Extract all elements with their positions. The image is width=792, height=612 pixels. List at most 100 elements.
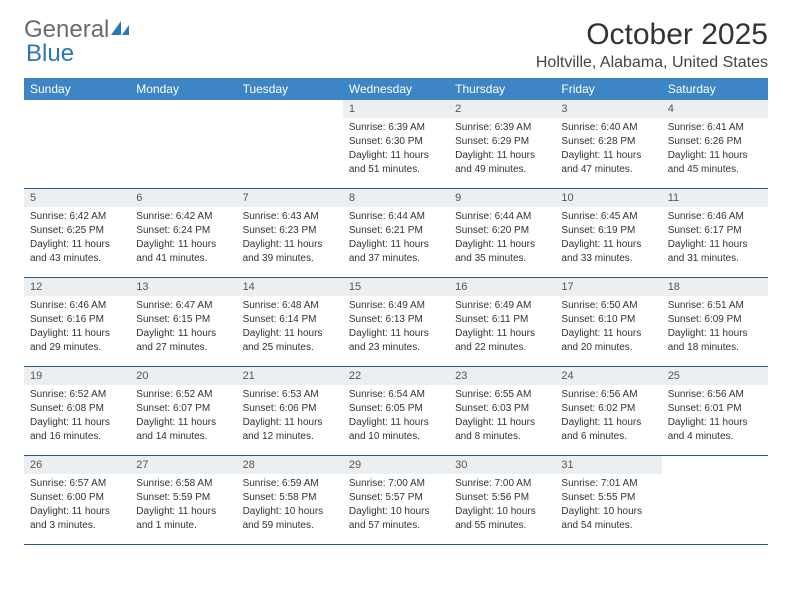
sunrise-text: Sunrise: 6:58 AM xyxy=(136,477,230,490)
day-body: Sunrise: 6:44 AMSunset: 6:20 PMDaylight:… xyxy=(449,207,555,272)
day-cell: 15Sunrise: 6:49 AMSunset: 6:13 PMDayligh… xyxy=(343,278,449,366)
daylight-text-2: and 14 minutes. xyxy=(136,430,230,443)
title-block: October 2025 Holtville, Alabama, United … xyxy=(536,18,768,72)
daylight-text-1: Daylight: 11 hours xyxy=(455,327,549,340)
day-cell: 18Sunrise: 6:51 AMSunset: 6:09 PMDayligh… xyxy=(662,278,768,366)
daylight-text-2: and 45 minutes. xyxy=(668,163,762,176)
sunrise-text: Sunrise: 6:54 AM xyxy=(349,388,443,401)
day-cell xyxy=(130,100,236,188)
sunrise-text: Sunrise: 6:43 AM xyxy=(243,210,337,223)
sunset-text: Sunset: 6:14 PM xyxy=(243,313,337,326)
day-body: Sunrise: 6:39 AMSunset: 6:29 PMDaylight:… xyxy=(449,118,555,183)
sunset-text: Sunset: 5:56 PM xyxy=(455,491,549,504)
daylight-text-1: Daylight: 11 hours xyxy=(136,327,230,340)
daylight-text-1: Daylight: 11 hours xyxy=(668,416,762,429)
daylight-text-1: Daylight: 10 hours xyxy=(243,505,337,518)
daylight-text-2: and 49 minutes. xyxy=(455,163,549,176)
sunset-text: Sunset: 6:00 PM xyxy=(30,491,124,504)
day-cell: 13Sunrise: 6:47 AMSunset: 6:15 PMDayligh… xyxy=(130,278,236,366)
sunrise-text: Sunrise: 6:49 AM xyxy=(455,299,549,312)
day-number: 7 xyxy=(237,189,343,207)
day-body: Sunrise: 6:51 AMSunset: 6:09 PMDaylight:… xyxy=(662,296,768,361)
sunrise-text: Sunrise: 6:42 AM xyxy=(30,210,124,223)
weekday-row: Sunday Monday Tuesday Wednesday Thursday… xyxy=(24,78,768,100)
sunrise-text: Sunrise: 6:44 AM xyxy=(455,210,549,223)
day-cell: 10Sunrise: 6:45 AMSunset: 6:19 PMDayligh… xyxy=(555,189,661,277)
daylight-text-2: and 59 minutes. xyxy=(243,519,337,532)
daylight-text-1: Daylight: 11 hours xyxy=(243,327,337,340)
weekday-header: Monday xyxy=(130,78,236,100)
sunrise-text: Sunrise: 6:53 AM xyxy=(243,388,337,401)
daylight-text-2: and 27 minutes. xyxy=(136,341,230,354)
daylight-text-2: and 57 minutes. xyxy=(349,519,443,532)
day-body: Sunrise: 6:59 AMSunset: 5:58 PMDaylight:… xyxy=(237,474,343,539)
day-body: Sunrise: 6:45 AMSunset: 6:19 PMDaylight:… xyxy=(555,207,661,272)
sunrise-text: Sunrise: 6:46 AM xyxy=(30,299,124,312)
daylight-text-1: Daylight: 11 hours xyxy=(668,238,762,251)
day-cell: 24Sunrise: 6:56 AMSunset: 6:02 PMDayligh… xyxy=(555,367,661,455)
logo-line: General xyxy=(24,18,133,42)
daylight-text-1: Daylight: 11 hours xyxy=(561,238,655,251)
sunset-text: Sunset: 6:17 PM xyxy=(668,224,762,237)
week-row: 1Sunrise: 6:39 AMSunset: 6:30 PMDaylight… xyxy=(24,100,768,189)
sunset-text: Sunset: 6:19 PM xyxy=(561,224,655,237)
week-row: 26Sunrise: 6:57 AMSunset: 6:00 PMDayligh… xyxy=(24,456,768,545)
sunrise-text: Sunrise: 7:00 AM xyxy=(455,477,549,490)
sunset-text: Sunset: 5:59 PM xyxy=(136,491,230,504)
daylight-text-1: Daylight: 11 hours xyxy=(455,238,549,251)
sunrise-text: Sunrise: 6:55 AM xyxy=(455,388,549,401)
day-body: Sunrise: 6:42 AMSunset: 6:24 PMDaylight:… xyxy=(130,207,236,272)
weeks-container: 1Sunrise: 6:39 AMSunset: 6:30 PMDaylight… xyxy=(24,100,768,545)
sunset-text: Sunset: 6:29 PM xyxy=(455,135,549,148)
sunrise-text: Sunrise: 6:50 AM xyxy=(561,299,655,312)
daylight-text-2: and 3 minutes. xyxy=(30,519,124,532)
daylight-text-1: Daylight: 11 hours xyxy=(561,416,655,429)
day-number: 27 xyxy=(130,456,236,474)
daylight-text-2: and 12 minutes. xyxy=(243,430,337,443)
day-body: Sunrise: 7:01 AMSunset: 5:55 PMDaylight:… xyxy=(555,474,661,539)
sunset-text: Sunset: 5:55 PM xyxy=(561,491,655,504)
sunrise-text: Sunrise: 6:52 AM xyxy=(136,388,230,401)
day-number: 16 xyxy=(449,278,555,296)
day-number: 30 xyxy=(449,456,555,474)
week-row: 5Sunrise: 6:42 AMSunset: 6:25 PMDaylight… xyxy=(24,189,768,278)
day-cell: 30Sunrise: 7:00 AMSunset: 5:56 PMDayligh… xyxy=(449,456,555,544)
sunset-text: Sunset: 6:10 PM xyxy=(561,313,655,326)
week-row: 12Sunrise: 6:46 AMSunset: 6:16 PMDayligh… xyxy=(24,278,768,367)
sunset-text: Sunset: 6:08 PM xyxy=(30,402,124,415)
daylight-text-2: and 41 minutes. xyxy=(136,252,230,265)
day-cell: 6Sunrise: 6:42 AMSunset: 6:24 PMDaylight… xyxy=(130,189,236,277)
sunrise-text: Sunrise: 6:39 AM xyxy=(455,121,549,134)
day-number: 18 xyxy=(662,278,768,296)
daylight-text-2: and 8 minutes. xyxy=(455,430,549,443)
daylight-text-1: Daylight: 10 hours xyxy=(561,505,655,518)
sunset-text: Sunset: 6:15 PM xyxy=(136,313,230,326)
day-cell: 12Sunrise: 6:46 AMSunset: 6:16 PMDayligh… xyxy=(24,278,130,366)
day-cell: 9Sunrise: 6:44 AMSunset: 6:20 PMDaylight… xyxy=(449,189,555,277)
header: General Blue October 2025 Holtville, Ala… xyxy=(24,18,768,72)
sunrise-text: Sunrise: 7:01 AM xyxy=(561,477,655,490)
daylight-text-2: and 16 minutes. xyxy=(30,430,124,443)
sunset-text: Sunset: 6:26 PM xyxy=(668,135,762,148)
daylight-text-1: Daylight: 11 hours xyxy=(30,238,124,251)
daylight-text-2: and 29 minutes. xyxy=(30,341,124,354)
day-cell: 26Sunrise: 6:57 AMSunset: 6:00 PMDayligh… xyxy=(24,456,130,544)
day-number: 28 xyxy=(237,456,343,474)
day-number: 23 xyxy=(449,367,555,385)
day-number: 14 xyxy=(237,278,343,296)
weekday-header: Saturday xyxy=(662,78,768,100)
daylight-text-2: and 33 minutes. xyxy=(561,252,655,265)
sunrise-text: Sunrise: 7:00 AM xyxy=(349,477,443,490)
day-number: 1 xyxy=(343,100,449,118)
day-cell: 20Sunrise: 6:52 AMSunset: 6:07 PMDayligh… xyxy=(130,367,236,455)
daylight-text-1: Daylight: 11 hours xyxy=(136,238,230,251)
day-body: Sunrise: 6:53 AMSunset: 6:06 PMDaylight:… xyxy=(237,385,343,450)
sunrise-text: Sunrise: 6:42 AM xyxy=(136,210,230,223)
sail-icon xyxy=(111,21,133,41)
day-number: 25 xyxy=(662,367,768,385)
daylight-text-1: Daylight: 11 hours xyxy=(136,416,230,429)
sunrise-text: Sunrise: 6:59 AM xyxy=(243,477,337,490)
daylight-text-2: and 23 minutes. xyxy=(349,341,443,354)
daylight-text-1: Daylight: 11 hours xyxy=(455,149,549,162)
sunrise-text: Sunrise: 6:46 AM xyxy=(668,210,762,223)
